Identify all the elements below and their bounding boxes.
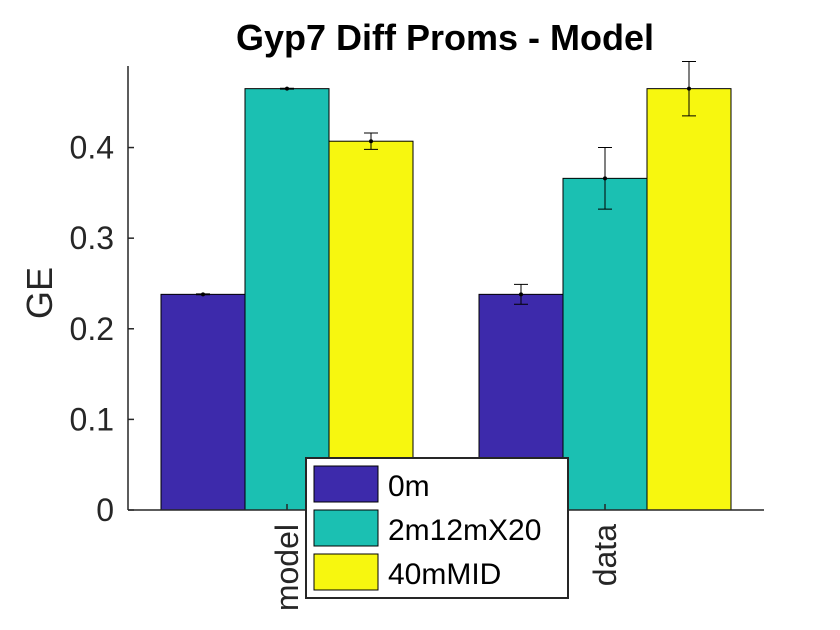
y-tick-label: 0 [96,492,114,528]
y-tick-label: 0.2 [70,311,114,347]
y-tick-label: 0.1 [70,401,114,437]
y-tick-label: 0.3 [70,220,114,256]
mean-point-40mMID-data [687,86,691,91]
bars-layer [160,88,732,511]
legend-label-2m12mX20: 2m12mX20 [388,514,541,547]
legend: 0m 2m12mX20 40mMID [305,457,569,599]
mean-point-2m12mX20-model [285,86,289,91]
bar-2m12mX20-model [244,88,330,511]
legend-swatch-2m12mX20 [313,509,379,547]
x-tick-label-model: model [269,524,305,611]
mean-point-2m12mX20-data [603,176,607,181]
chart-title: Gyp7 Diff Proms - Model [236,17,654,58]
mean-point-0m-data [519,292,523,297]
y-tick-label: 0.4 [70,130,114,166]
legend-swatch-40mMID [313,553,379,591]
y-axis-label: GE [19,267,60,319]
mean-point-0m-model [201,292,205,297]
legend-label-0m: 0m [388,470,430,503]
bar-2m12mX20-data [562,177,648,511]
mean-point-40mMID-model [369,139,373,144]
legend-swatch-0m [313,465,379,503]
bar-40mMID-data [646,88,732,511]
bar-40mMID-model [328,140,414,511]
axes-layer: 0 0.1 0.2 0.3 0.4 model data [70,66,764,611]
bar-0m-model [160,293,246,511]
x-tick-label-data: data [587,524,623,586]
error-bars-layer [196,60,696,305]
legend-label-40mMID: 40mMID [388,558,501,591]
